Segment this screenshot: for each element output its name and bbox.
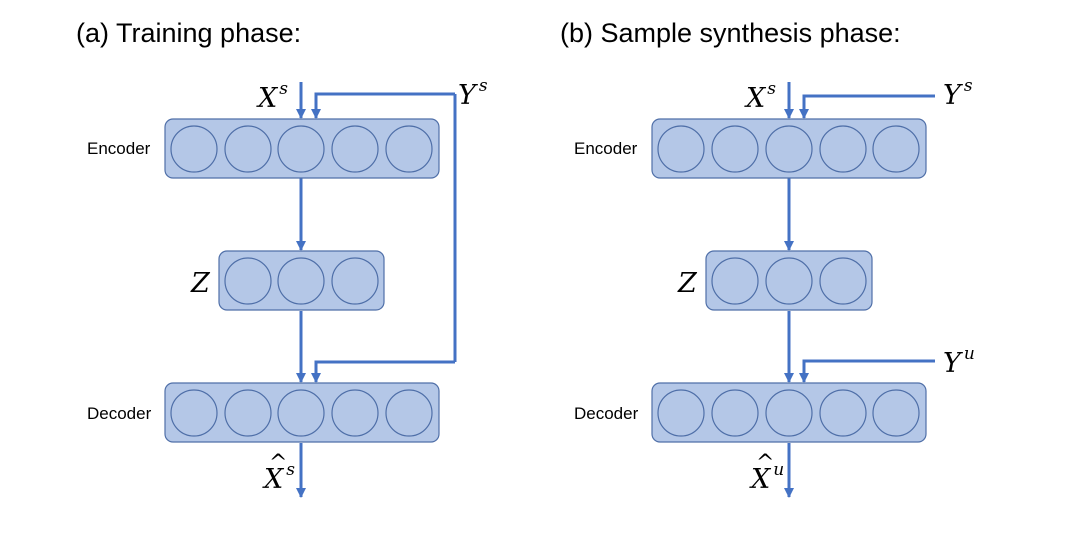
synthesis-connections — [783, 82, 935, 499]
synthesis-encoder-neuron — [872, 125, 920, 173]
training-encoder-neuron — [385, 125, 433, 173]
synthesis-latent-layer — [705, 250, 873, 311]
training-panel-title: (a) Training phase: — [76, 18, 301, 48]
training-decoder-neuron — [385, 389, 433, 437]
synthesis-encoder-neuron — [765, 125, 813, 173]
training-decoder-label: Decoder — [87, 404, 152, 423]
training-decoder-neuron — [224, 389, 272, 437]
synthesis-output-hat: ^ — [756, 451, 774, 476]
synthesis-decoder-neuron — [872, 389, 920, 437]
training-latent-z-label: Z — [190, 268, 211, 299]
synthesis-panel-title: (b) Sample synthesis phase: — [560, 18, 901, 48]
synthesis-decoder-neuron — [657, 389, 705, 437]
training-latent-neuron — [331, 257, 379, 305]
training-latent-neuron — [224, 257, 272, 305]
synthesis-decoder-neuron — [711, 389, 759, 437]
synthesis-latent-neuron — [711, 257, 759, 305]
training-encoder-layer — [164, 118, 440, 179]
synthesis-encoder-neuron — [819, 125, 867, 173]
training-encoder-neuron — [170, 125, 218, 173]
synthesis-decoder-neuron — [819, 389, 867, 437]
training-decoder-neuron — [331, 389, 379, 437]
synthesis-encoder-neuron — [711, 125, 759, 173]
synthesis-decoder-layer — [651, 382, 927, 443]
synthesis-yu-to-decoder-arrow — [798, 359, 935, 384]
synthesis-panel: (b) Sample synthesis phase: Encoder — [560, 18, 975, 499]
synthesis-latent-neuron — [765, 257, 813, 305]
training-ys-to-decoder-arrow — [310, 360, 455, 384]
synthesis-latent-neuron — [819, 257, 867, 305]
training-encoder-neuron — [331, 125, 379, 173]
training-latent-layer — [218, 250, 385, 311]
training-panel: (a) Training phase: Encoder — [76, 18, 488, 499]
synthesis-latent-z-label: Z — [677, 268, 698, 299]
training-decoder-layer — [164, 382, 440, 443]
synthesis-encoder-layer — [651, 118, 927, 179]
synthesis-ys-to-encoder-arrow — [798, 94, 935, 120]
synthesis-decoder-neuron — [765, 389, 813, 437]
training-ys-to-encoder-arrow — [310, 92, 455, 120]
training-output-hat: ^ — [269, 451, 287, 476]
training-encoder-label: Encoder — [87, 139, 151, 158]
training-decoder-neuron — [170, 389, 218, 437]
training-latent-neuron — [277, 257, 325, 305]
synthesis-encoder-neuron — [657, 125, 705, 173]
training-encoder-neuron — [277, 125, 325, 173]
synthesis-decoder-label: Decoder — [574, 404, 639, 423]
training-connections — [295, 82, 457, 499]
synthesis-encoder-label: Encoder — [574, 139, 638, 158]
training-decoder-neuron — [277, 389, 325, 437]
training-encoder-neuron — [224, 125, 272, 173]
